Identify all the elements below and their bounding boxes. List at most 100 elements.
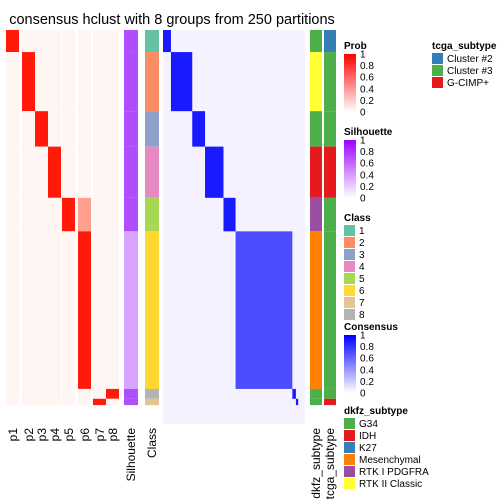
prob-cell xyxy=(106,146,119,198)
class-legend-swatch xyxy=(344,273,355,284)
column-label: Class xyxy=(145,428,159,458)
heatmap-body xyxy=(6,30,336,424)
class-legend-label: 6 xyxy=(359,286,365,297)
prob-cell xyxy=(62,197,75,232)
silhouette-cell xyxy=(124,197,138,232)
tcga-subtype-cell xyxy=(324,52,336,112)
column-label: Silhouette xyxy=(124,428,138,482)
prob-cell xyxy=(6,111,19,147)
silhouette-legend-title: Silhouette xyxy=(344,127,393,138)
prob-cell xyxy=(48,231,61,389)
prob-cell xyxy=(35,111,48,147)
dkfz-subtype-cell xyxy=(310,111,322,147)
dkfz-subtype-cell xyxy=(310,197,322,232)
class-legend-title: Class xyxy=(344,213,371,224)
tcga-subtype-cell xyxy=(324,111,336,147)
prob-cell xyxy=(93,30,106,53)
dkfz_subtype-legend-swatch xyxy=(344,418,355,429)
consensus-legend-title: Consensus xyxy=(344,322,398,333)
prob-cell xyxy=(78,52,91,112)
prob-cell xyxy=(62,146,75,198)
class-legend-label: 2 xyxy=(359,238,365,249)
chart-title: consensus hclust with 8 groups from 250 … xyxy=(9,12,335,28)
silhouette-legend-tick: 0.4 xyxy=(360,170,374,181)
column-label: tcga_subtype xyxy=(323,428,337,500)
silhouette-cell xyxy=(124,398,138,406)
consensus-block xyxy=(223,197,236,232)
dkfz_subtype-legend-swatch xyxy=(344,430,355,441)
prob-cell xyxy=(93,398,106,406)
column-label: p2 xyxy=(22,428,36,442)
prob-cell xyxy=(106,398,119,406)
prob-cell xyxy=(78,398,91,406)
prob-cell xyxy=(22,197,35,232)
prob-cell xyxy=(62,388,75,399)
consensus-legend-tick: 0.6 xyxy=(360,354,374,365)
consensus-legend-bar xyxy=(344,335,356,393)
prob-cell xyxy=(6,388,19,399)
class-cell xyxy=(145,398,159,406)
silhouette-cell xyxy=(124,146,138,198)
prob-cell xyxy=(106,197,119,232)
prob-cell xyxy=(93,146,106,198)
silhouette-cell xyxy=(124,30,138,53)
column-labels: p1 p2 p3 p4 p5 p6 p7 p8 Silhouette Class dkfz_subt… xyxy=(6,428,337,500)
class-cell xyxy=(145,388,159,399)
tcga-subtype-cell xyxy=(324,231,336,389)
prob-cell xyxy=(62,231,75,389)
prob-cell xyxy=(35,388,48,399)
dkfz_subtype-legend-title: dkfz_subtype xyxy=(344,406,408,417)
prob-cell xyxy=(35,52,48,112)
tcga_subtype-legend-label: Cluster #2 xyxy=(447,54,493,65)
prob-cell xyxy=(106,30,119,53)
class-cell xyxy=(145,146,159,198)
prob-legend-tick: 0.8 xyxy=(360,61,374,72)
column-label: p1 xyxy=(6,428,20,442)
prob-cell xyxy=(93,231,106,389)
silhouette-cell xyxy=(124,231,138,389)
prob-cell xyxy=(22,388,35,399)
consensus-legend-tick: 0.8 xyxy=(360,342,374,353)
column-label: p8 xyxy=(106,428,120,442)
consensus-block xyxy=(192,111,206,147)
prob-cell xyxy=(48,30,61,53)
class-cell xyxy=(145,30,159,53)
prob-cell xyxy=(106,111,119,147)
silhouette-cell xyxy=(124,388,138,399)
prob-cell xyxy=(48,111,61,147)
prob-cell xyxy=(35,146,48,198)
prob-cell xyxy=(48,197,61,232)
class-legend-swatch xyxy=(344,261,355,272)
tcga_subtype-legend-label: Cluster #3 xyxy=(447,66,493,77)
prob-cell xyxy=(22,52,35,112)
prob-legend-bar xyxy=(344,54,356,112)
tcga-subtype-cell xyxy=(324,146,336,198)
prob-cell xyxy=(78,231,91,389)
dkfz_subtype-legend-label: IDH xyxy=(359,431,376,442)
class-legend-label: 4 xyxy=(359,262,365,273)
dkfz-subtype-cell xyxy=(310,388,322,399)
consensus-block xyxy=(205,146,224,198)
consensus-block xyxy=(295,398,299,406)
prob-cell xyxy=(6,146,19,198)
column-label: p4 xyxy=(48,428,62,442)
silhouette-legend-tick: 0.2 xyxy=(360,182,374,193)
consensus-block xyxy=(235,231,293,389)
tcga_subtype-legend-swatch xyxy=(432,65,443,76)
prob-cell xyxy=(93,197,106,232)
dkfz_subtype-legend-label: RTK II Classic xyxy=(359,479,422,490)
prob-cell xyxy=(106,52,119,112)
prob-cell xyxy=(6,30,19,53)
tcga_subtype-legend-swatch xyxy=(432,77,443,88)
prob-cell xyxy=(62,52,75,112)
prob-cell xyxy=(6,231,19,389)
prob-cell xyxy=(78,388,91,399)
prob-cell xyxy=(78,197,91,232)
silhouette-legend-tick: 0 xyxy=(360,194,366,205)
prob-cell xyxy=(35,231,48,389)
dkfz_subtype-legend-label: RTK I PDGFRA xyxy=(359,467,429,478)
dkfz_subtype-legend-swatch xyxy=(344,454,355,465)
class-legend-label: 8 xyxy=(359,310,365,321)
dkfz-subtype-cell xyxy=(310,30,322,53)
tcga-subtype-cell xyxy=(324,388,336,399)
